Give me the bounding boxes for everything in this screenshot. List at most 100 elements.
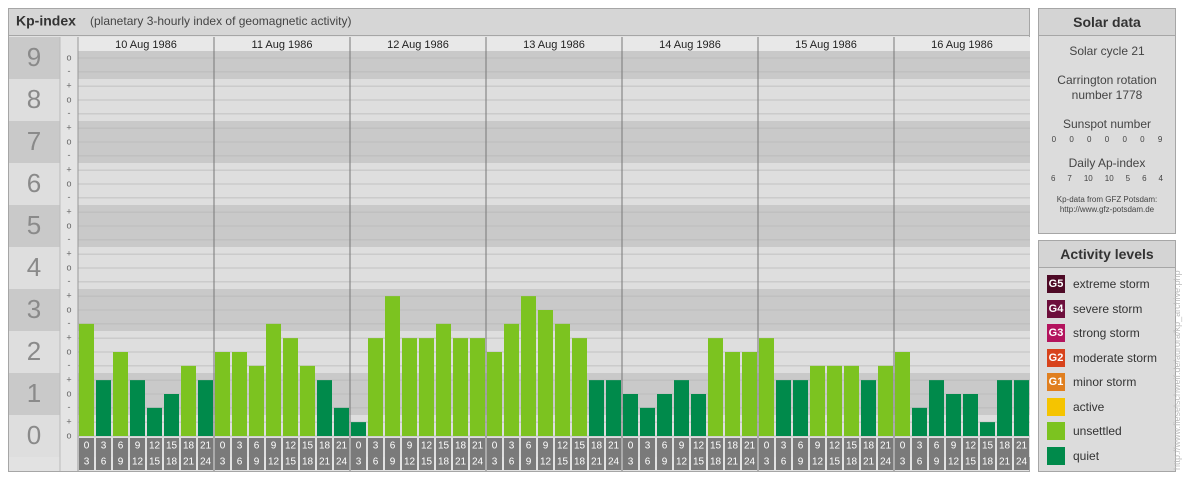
hour-label: 6 [390, 441, 396, 452]
bar [164, 394, 179, 436]
sunspot-number: 0 [1140, 135, 1145, 144]
hour-cell [1014, 438, 1029, 470]
level-name: strong storm [1073, 326, 1140, 341]
hour-label: 3 [628, 457, 634, 468]
level-swatch [1047, 397, 1065, 416]
hour-label: 15 [438, 441, 450, 452]
y-tick-label: 3 [27, 294, 41, 324]
minor-tick-label: - [68, 150, 71, 160]
bar [997, 380, 1012, 436]
hour-label: 9 [951, 441, 957, 452]
hour-label: 6 [662, 441, 668, 452]
hour-label: 12 [540, 457, 552, 468]
hour-label: 12 [268, 457, 280, 468]
bar [96, 380, 111, 436]
ap-value: 7 [1067, 174, 1072, 183]
hour-label: 18 [727, 441, 739, 452]
minor-tick-label: + [66, 81, 71, 91]
hour-cell [827, 438, 842, 470]
minor-tick-label: - [68, 276, 71, 286]
minor-tick-label: o [66, 94, 71, 104]
hour-label: 15 [557, 457, 569, 468]
y-label-cell [9, 163, 60, 205]
y-label-cell [9, 415, 60, 457]
hour-label: 9 [934, 457, 940, 468]
hour-label: 9 [271, 441, 277, 452]
bar [79, 323, 94, 436]
sunspot-title: Sunspot number [1062, 117, 1152, 131]
hour-label: 9 [798, 457, 804, 468]
hour-label: 12 [829, 441, 841, 452]
hour-label: 15 [982, 441, 994, 452]
hour-label: 12 [285, 441, 297, 452]
level-item: G3 strong storm [1039, 321, 1175, 346]
bar [912, 407, 927, 436]
hour-label: 18 [591, 441, 603, 452]
hour-label: 9 [679, 441, 685, 452]
ap-value: 10 [1104, 174, 1114, 183]
hour-label: 12 [948, 457, 960, 468]
bar [351, 422, 366, 436]
y-tick-label: 4 [27, 252, 41, 282]
hour-label: 21 [880, 441, 892, 452]
level-swatch: G2 [1047, 348, 1065, 367]
y-label-cell [9, 205, 60, 247]
level-item: G2 moderate storm [1039, 346, 1175, 371]
bar [759, 338, 774, 436]
hour-label: 21 [455, 457, 467, 468]
hour-cell [79, 438, 94, 470]
carrington: Carrington rotation number 1778 [1057, 73, 1157, 102]
level-name: quiet [1073, 448, 1100, 463]
level-list: G5 extreme storm G4 severe storm G3 strong st… [1039, 268, 1175, 468]
bar [487, 352, 502, 436]
minor-tick-label: - [68, 192, 71, 202]
bar [538, 310, 553, 436]
hour-cell [368, 438, 383, 470]
level-swatch: G5 [1047, 275, 1065, 294]
hour-label: 0 [900, 441, 906, 452]
hour-label: 15 [829, 457, 841, 468]
hour-cell [997, 438, 1012, 470]
bar [555, 323, 570, 436]
minor-tick-label: - [68, 66, 71, 76]
hour-label: 24 [1016, 457, 1028, 468]
bar [1014, 380, 1029, 436]
minor-column [60, 37, 78, 471]
hour-label: 21 [200, 441, 212, 452]
hour-label: 9 [254, 457, 260, 468]
hour-label: 18 [863, 441, 875, 452]
hour-label: 9 [543, 441, 549, 452]
bar [215, 352, 230, 436]
hour-label: 3 [900, 457, 906, 468]
bar [963, 394, 978, 436]
hour-cell [317, 438, 332, 470]
hour-label: 9 [526, 457, 532, 468]
hour-cell [844, 438, 859, 470]
hour-label: 21 [472, 441, 484, 452]
bar [334, 407, 349, 436]
hour-cell [708, 438, 723, 470]
hour-label: 6 [373, 457, 379, 468]
hour-label: 3 [764, 457, 770, 468]
hour-cell [470, 438, 485, 470]
hour-label: 3 [101, 441, 107, 452]
bar [776, 380, 791, 436]
level-name: severe storm [1073, 301, 1143, 316]
bar [232, 352, 247, 436]
chart-title: Kp-index [16, 13, 76, 29]
hour-label: 9 [118, 457, 124, 468]
hour-cell [555, 438, 570, 470]
hour-label: 6 [254, 441, 260, 452]
hour-label: 12 [557, 441, 569, 452]
hour-cell [198, 438, 213, 470]
hour-cell [640, 438, 655, 470]
hour-cell [572, 438, 587, 470]
hour-cell [266, 438, 281, 470]
hour-label: 21 [1016, 441, 1028, 452]
solar-cycle: Solar cycle 21 [1069, 44, 1145, 58]
hour-label: 12 [693, 441, 705, 452]
hour-label: 9 [390, 457, 396, 468]
hour-label: 15 [574, 441, 586, 452]
bar [640, 407, 655, 436]
hour-cell [946, 438, 961, 470]
